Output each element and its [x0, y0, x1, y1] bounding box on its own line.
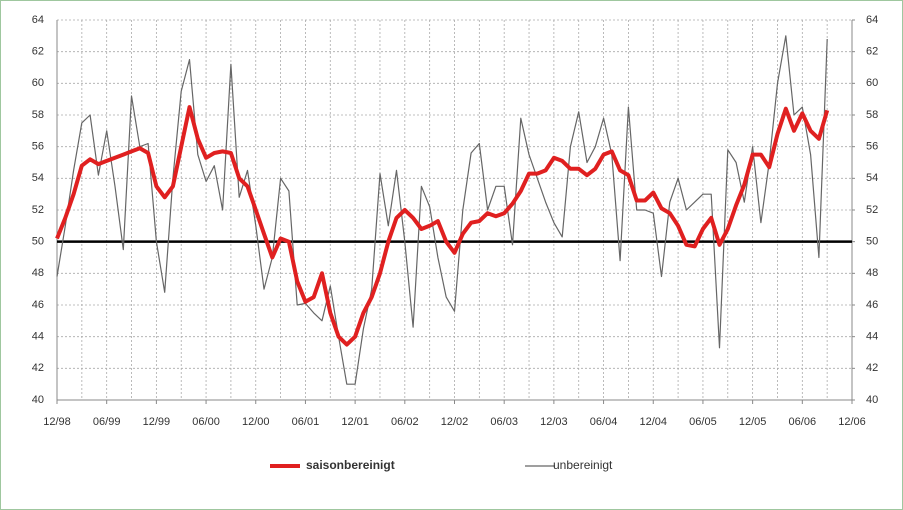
- series-line: [55, 105, 830, 347]
- y2-tick-label: 42: [866, 362, 878, 374]
- x-tick-label: 06/03: [490, 416, 518, 428]
- x-tick-label: 12/98: [43, 416, 71, 428]
- legend-label: saisonbereinigt: [306, 458, 395, 472]
- y2-tick-label: 58: [866, 109, 878, 121]
- x-tick-label: 06/01: [292, 416, 320, 428]
- y2-tick-label: 46: [866, 299, 878, 311]
- y-tick-label: 40: [32, 394, 44, 406]
- x-tick-label: 12/03: [540, 416, 568, 428]
- x-tick-label: 06/99: [93, 416, 121, 428]
- y2-tick-label: 56: [866, 141, 878, 153]
- y-tick-label: 46: [32, 299, 44, 311]
- x-tick-label: 12/99: [143, 416, 171, 428]
- y2-tick-label: 52: [866, 204, 878, 216]
- series-line: [56, 35, 828, 385]
- x-tick-label: 06/04: [590, 416, 618, 428]
- y2-tick-label: 62: [866, 46, 878, 58]
- y-tick-label: 52: [32, 204, 44, 216]
- x-tick-label: 12/02: [441, 416, 469, 428]
- x-tick-label: 06/05: [689, 416, 717, 428]
- y-tick-label: 56: [32, 141, 44, 153]
- y-tick-label: 62: [32, 46, 44, 58]
- x-tick-label: 06/02: [391, 416, 419, 428]
- y2-tick-label: 50: [866, 236, 878, 248]
- y2-tick-label: 64: [866, 14, 878, 26]
- x-tick-label: 12/06: [838, 416, 866, 428]
- x-tick-label: 06/06: [789, 416, 817, 428]
- y-tick-label: 64: [32, 14, 44, 26]
- x-tick-label: 12/04: [639, 416, 667, 428]
- y-tick-label: 50: [32, 236, 44, 248]
- y-tick-label: 54: [32, 172, 44, 184]
- x-tick-label: 06/00: [192, 416, 220, 428]
- y2-tick-label: 40: [866, 394, 878, 406]
- y2-tick-label: 44: [866, 331, 878, 343]
- y2-tick-label: 54: [866, 172, 878, 184]
- y2-tick-label: 60: [866, 77, 878, 89]
- x-tick-label: 12/01: [341, 416, 369, 428]
- x-tick-label: 12/00: [242, 416, 270, 428]
- y2-tick-label: 48: [866, 267, 878, 279]
- y-tick-label: 44: [32, 331, 44, 343]
- y-tick-label: 42: [32, 362, 44, 374]
- x-tick-label: 12/05: [739, 416, 767, 428]
- y-tick-label: 48: [32, 267, 44, 279]
- y-tick-label: 60: [32, 77, 44, 89]
- y-tick-label: 58: [32, 109, 44, 121]
- legend-label: unbereinigt: [553, 458, 613, 472]
